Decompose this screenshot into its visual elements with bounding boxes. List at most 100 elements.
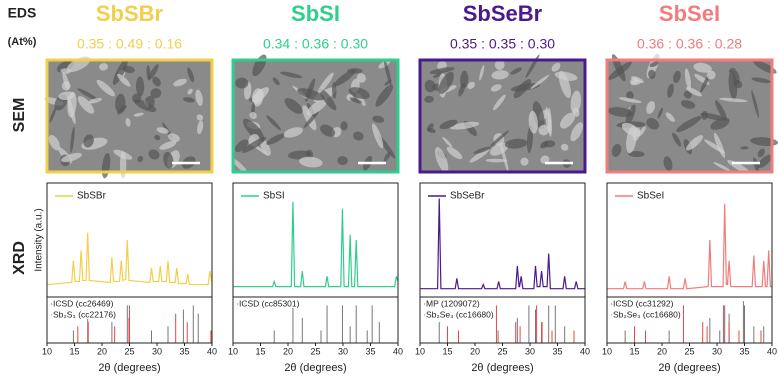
- x-tick-label: 20: [470, 346, 480, 356]
- sem-texture: [144, 96, 155, 110]
- sem-texture: [163, 151, 174, 169]
- sem-texture: [626, 125, 637, 154]
- sem-texture: [299, 156, 323, 168]
- sem-texture: [683, 90, 692, 99]
- sem-texture: [112, 58, 128, 85]
- sem-texture: [333, 69, 356, 87]
- sem-texture: [685, 87, 702, 97]
- x-tick-label: 40: [580, 346, 590, 356]
- sem-texture: [473, 146, 491, 154]
- xrd-line: [607, 203, 772, 290]
- sem-texture: [297, 88, 325, 101]
- sem-texture: [150, 88, 162, 99]
- sem-texture: [283, 127, 303, 138]
- sem-texture: [485, 158, 508, 163]
- sem-texture: [520, 157, 529, 166]
- sem-texture: [424, 79, 436, 93]
- sem-texture: [156, 127, 169, 134]
- sem-texture: [154, 134, 161, 141]
- sem-texture: [242, 137, 267, 153]
- sem-texture: [530, 74, 550, 90]
- x-axis-label: 2θ (degrees): [98, 362, 160, 374]
- sem-texture: [719, 97, 748, 103]
- reference-legend-label: Sb₂Se₃ (cc16680): [426, 309, 494, 319]
- sem-texture: [753, 157, 760, 173]
- sem-texture: [435, 147, 449, 173]
- sem-texture: [125, 117, 131, 127]
- sem-texture: [626, 91, 634, 100]
- sem-texture: [187, 88, 193, 95]
- sem-texture: [646, 101, 656, 114]
- sem-texture: [713, 162, 731, 172]
- sem-texture: [133, 112, 144, 117]
- sem-texture: [494, 59, 505, 70]
- sem-texture: [302, 105, 317, 131]
- sem-texture: [479, 65, 485, 81]
- row-label-xrd: XRD: [11, 241, 28, 275]
- sem-texture: [371, 123, 384, 149]
- sem-texture: [701, 111, 708, 120]
- panel-title: SbSeI: [659, 1, 720, 26]
- x-tick-label: 10: [42, 346, 52, 356]
- x-tick-label: 30: [338, 346, 348, 356]
- sem-texture: [630, 76, 644, 84]
- sem-texture: [540, 141, 549, 149]
- sem-texture: [663, 156, 673, 171]
- sem-texture: [680, 100, 696, 109]
- sem-texture: [306, 98, 328, 116]
- sem-texture: [628, 150, 645, 158]
- sem-texture: [510, 67, 522, 75]
- sem-texture: [231, 158, 248, 174]
- sem-texture: [135, 76, 145, 97]
- panel-title: SbSBr: [96, 1, 164, 26]
- sem-texture: [197, 120, 204, 135]
- x-tick-label: 10: [415, 346, 425, 356]
- sem-texture: [146, 65, 151, 81]
- sem-texture: [251, 87, 270, 103]
- sem-texture: [667, 83, 674, 98]
- sem-texture: [317, 72, 334, 94]
- reference-legend-label: Sb₂Se₃ (cc16680): [613, 309, 681, 319]
- sem-texture: [83, 134, 94, 148]
- sem-border: [231, 58, 400, 174]
- sem-texture: [48, 134, 60, 151]
- xrd-line: [420, 198, 585, 290]
- sem-texture: [560, 112, 576, 129]
- sem-texture: [442, 136, 453, 148]
- sem-texture: [340, 121, 348, 131]
- sem-texture: [710, 117, 730, 130]
- x-tick-label: 15: [255, 346, 265, 356]
- x-tick-label: 35: [739, 346, 749, 356]
- sem-texture: [545, 107, 552, 135]
- reference-legend-label: ICSD (cc26469): [53, 298, 114, 308]
- sem-texture: [137, 155, 144, 163]
- reference-legend-label: ICSD (cc31292): [613, 298, 674, 308]
- sem-texture: [349, 97, 362, 104]
- sem-texture: [173, 78, 187, 87]
- sem-texture: [303, 111, 319, 129]
- legend-label: SbSBr: [77, 191, 107, 202]
- sem-texture: [384, 60, 392, 86]
- x-tick-label: 40: [207, 346, 217, 356]
- row-label-sem: SEM: [11, 98, 28, 133]
- sem-texture: [560, 143, 569, 151]
- x-tick-label: 35: [179, 346, 189, 356]
- sem-texture: [570, 90, 582, 114]
- sem-texture: [332, 82, 337, 99]
- eds-ratio: 0.35 : 0.35 : 0.30: [450, 36, 555, 52]
- sem-texture: [182, 97, 195, 103]
- sem-texture: [490, 84, 502, 92]
- sem-texture: [714, 100, 728, 122]
- reference-legend-label: ICSD (cc85301): [239, 298, 300, 308]
- legend-label: SbSeI: [637, 191, 664, 202]
- x-tick-label: 20: [283, 346, 293, 356]
- sem-texture: [337, 156, 348, 166]
- sem-texture: [424, 95, 434, 103]
- sem-texture: [148, 64, 159, 80]
- sem-texture: [491, 70, 509, 80]
- sem-texture: [449, 121, 480, 130]
- sem-texture: [676, 116, 702, 133]
- plot-frame: [232, 182, 399, 344]
- sem-texture: [665, 112, 675, 122]
- x-tick-label: 25: [124, 346, 134, 356]
